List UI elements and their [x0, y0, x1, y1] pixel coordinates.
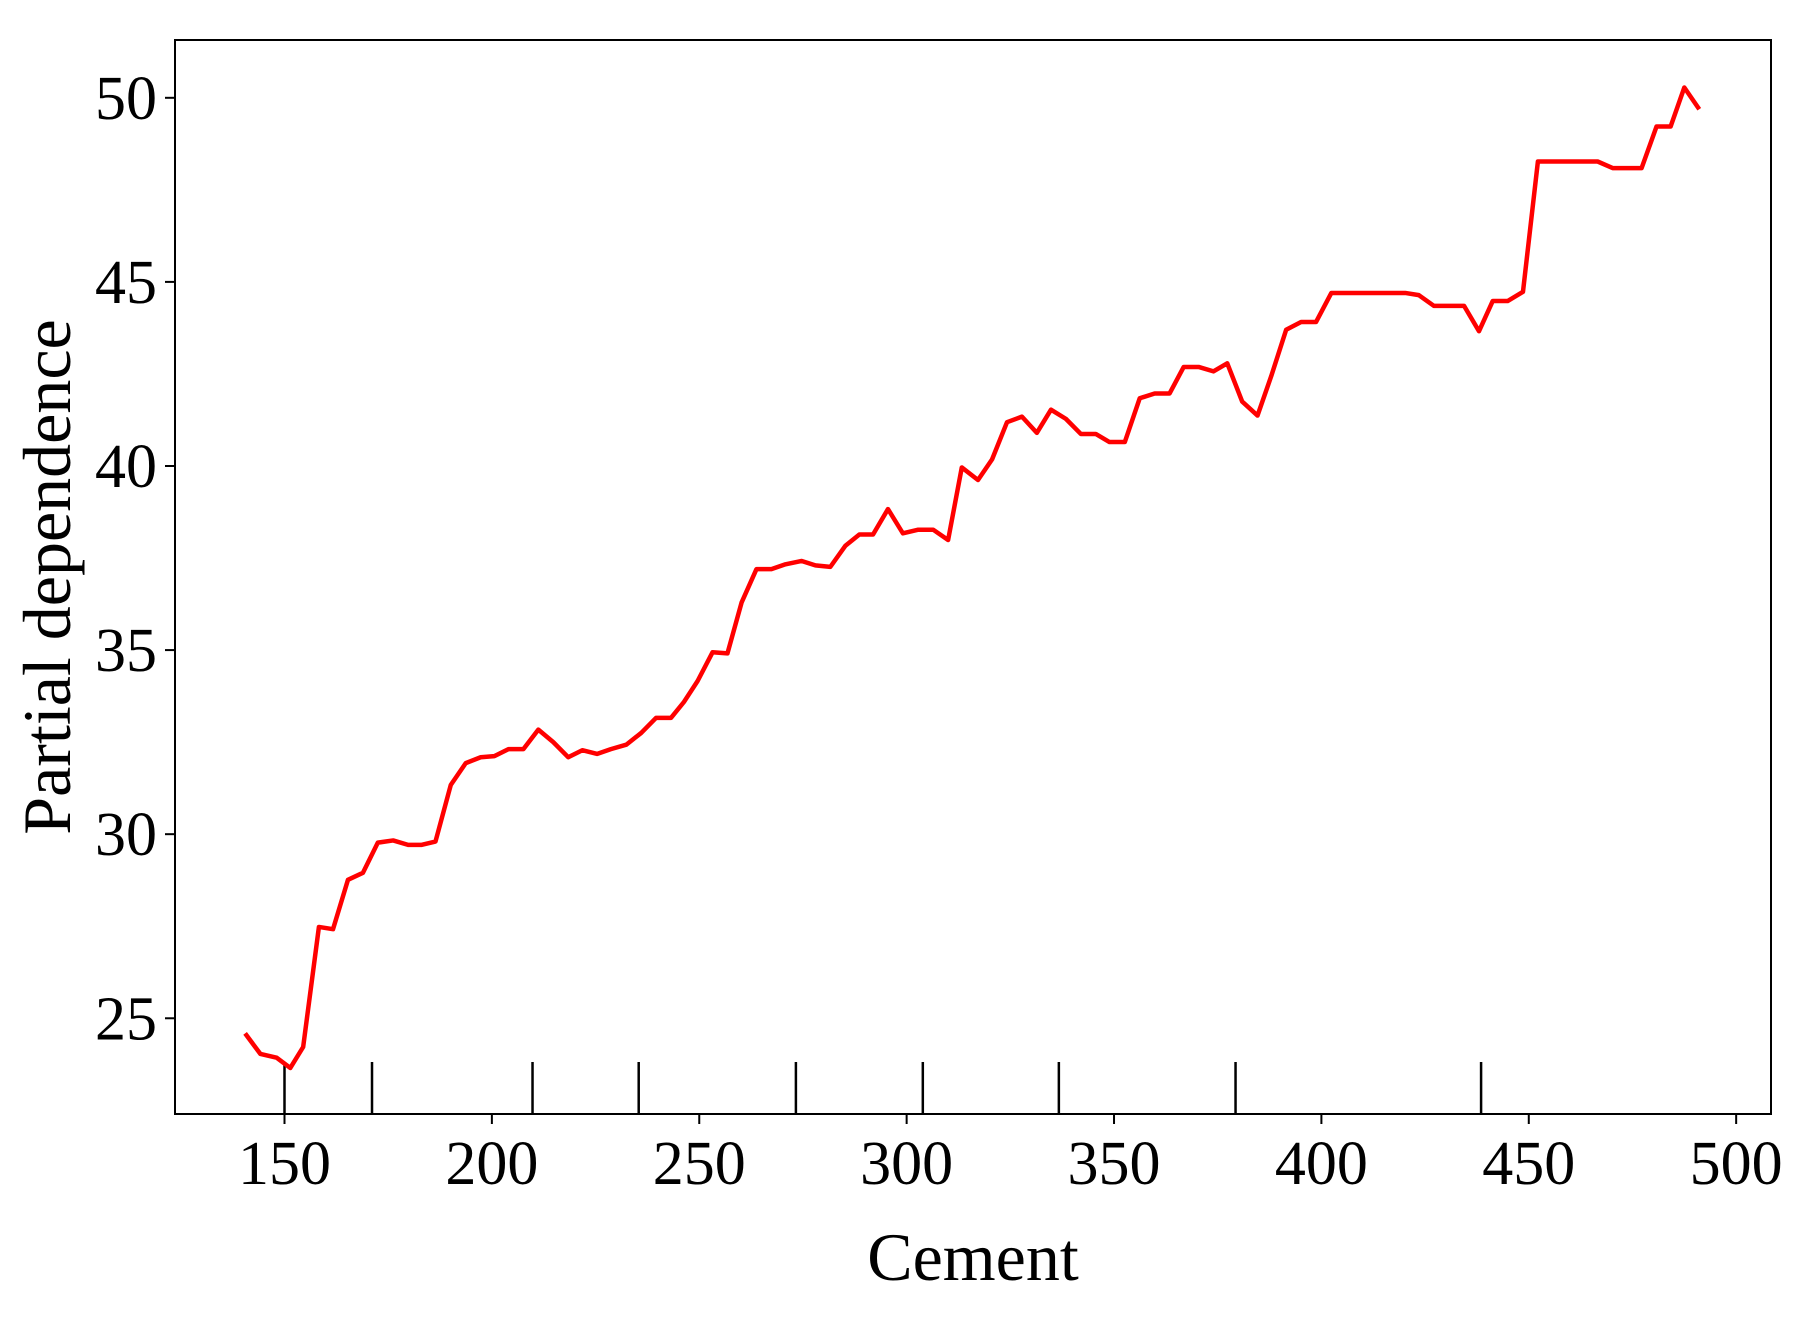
- x-tick-label: 350: [1068, 1130, 1161, 1198]
- x-tick-label: 450: [1482, 1130, 1575, 1198]
- y-tick-label: 50: [95, 65, 157, 133]
- y-axis-label: Partial dependence: [9, 319, 85, 834]
- y-tick-label: 45: [95, 249, 157, 317]
- x-tick-label: 200: [445, 1130, 538, 1198]
- x-tick-label: 400: [1275, 1130, 1368, 1198]
- x-tick-label: 300: [860, 1130, 953, 1198]
- x-axis-label: Cement: [867, 1219, 1079, 1295]
- plot-frame: [174, 39, 1772, 1115]
- y-tick-label: 25: [95, 985, 157, 1053]
- x-tick-label: 250: [653, 1130, 746, 1198]
- pd-line: [243, 85, 1702, 1071]
- y-tick-label: 30: [95, 801, 157, 869]
- x-tick-label: 500: [1690, 1130, 1783, 1198]
- x-tick-label: 150: [238, 1130, 331, 1198]
- y-tick-label: 35: [95, 617, 157, 685]
- y-tick-label: 40: [95, 433, 157, 501]
